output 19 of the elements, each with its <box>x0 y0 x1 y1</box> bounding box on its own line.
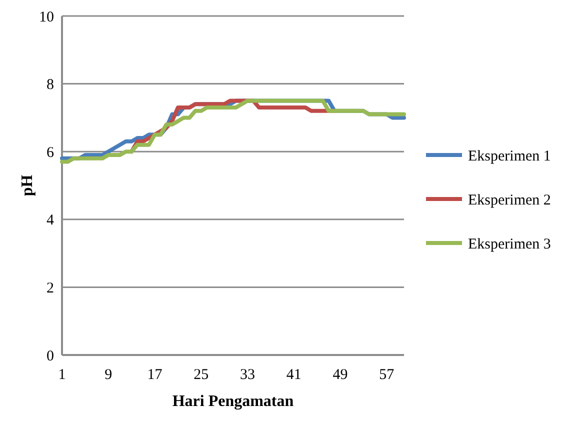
y-tick-label: 4 <box>46 212 54 229</box>
y-tick-label: 2 <box>46 280 54 296</box>
x-tick-label: 33 <box>240 367 255 383</box>
y-tick-label: 0 <box>46 348 54 364</box>
x-tick-label: 25 <box>194 367 209 383</box>
y-axis-title: pH <box>19 174 36 196</box>
x-tick-label: 9 <box>104 367 112 383</box>
x-tick-label: 49 <box>332 367 348 383</box>
x-axis-title: Hari Pengamatan <box>172 393 294 410</box>
y-tick-label: 8 <box>46 77 54 94</box>
x-tick-label: 41 <box>286 367 302 383</box>
x-tick-label: 57 <box>379 367 395 383</box>
legend-label: Eksperimen 2 <box>468 192 551 208</box>
x-tick-label: 17 <box>147 367 163 383</box>
y-tick-label: 10 <box>39 9 54 26</box>
legend-label: Eksperimen 1 <box>468 148 551 164</box>
y-tick-label: 6 <box>46 144 54 161</box>
x-tick-label: 1 <box>58 367 66 383</box>
legend-label: Eksperimen 3 <box>468 236 551 252</box>
